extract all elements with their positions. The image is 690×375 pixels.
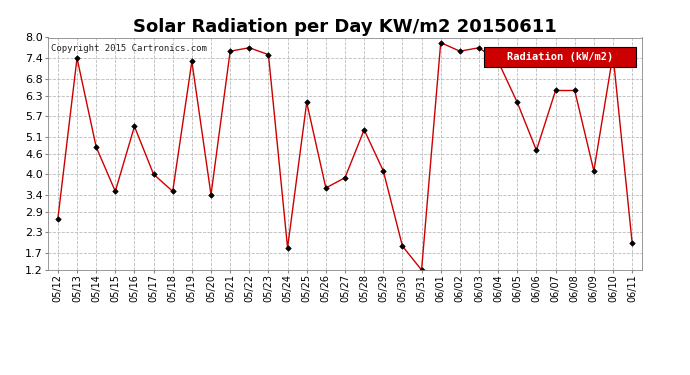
Text: Copyright 2015 Cartronics.com: Copyright 2015 Cartronics.com [51,45,207,54]
FancyBboxPatch shape [484,47,635,67]
Text: Radiation (kW/m2): Radiation (kW/m2) [507,52,613,62]
Title: Solar Radiation per Day KW/m2 20150611: Solar Radiation per Day KW/m2 20150611 [133,18,557,36]
